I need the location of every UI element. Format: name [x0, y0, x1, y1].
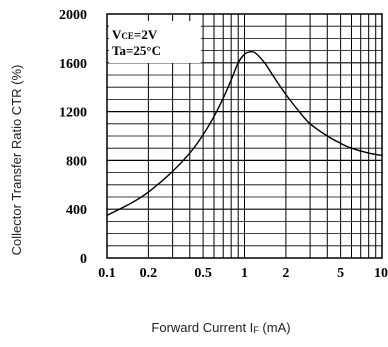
x-tick-label: 0.5	[194, 266, 212, 281]
annotation-vce: VCE=2V	[112, 27, 158, 42]
y-tick-label: 0	[80, 252, 87, 267]
x-tick-label: 0.2	[140, 266, 158, 281]
y-tick-label: 2000	[59, 8, 87, 23]
x-tick-label: 0.1	[98, 266, 116, 281]
x-tick-label: 5	[337, 266, 344, 281]
y-tick-label: 400	[66, 203, 87, 218]
series-line-ctr	[106, 50, 383, 216]
x-tick-label: 10	[374, 266, 388, 281]
y-tick-label: 1600	[59, 57, 87, 72]
annotation-box	[109, 21, 201, 63]
plot-frame	[106, 13, 383, 259]
x-tick-label: 2	[282, 266, 289, 281]
y-axis-label: Collector Transfer Ratio CTR (%)	[9, 65, 24, 256]
y-tick-labels: 0 400 800 1200 1600 2000	[59, 8, 87, 267]
y-tick-label: 800	[66, 154, 87, 169]
grid-lines	[107, 14, 382, 258]
annotation-ta: Ta=25°C	[112, 43, 161, 58]
x-tick-labels: 0.1 0.2 0.5 1 2 5 10	[98, 266, 388, 281]
x-axis-label: Forward Current IF (mA)	[151, 320, 290, 335]
y-tick-label: 1200	[59, 106, 87, 121]
x-tick-label: 1	[241, 266, 248, 281]
series-layer	[106, 50, 383, 216]
